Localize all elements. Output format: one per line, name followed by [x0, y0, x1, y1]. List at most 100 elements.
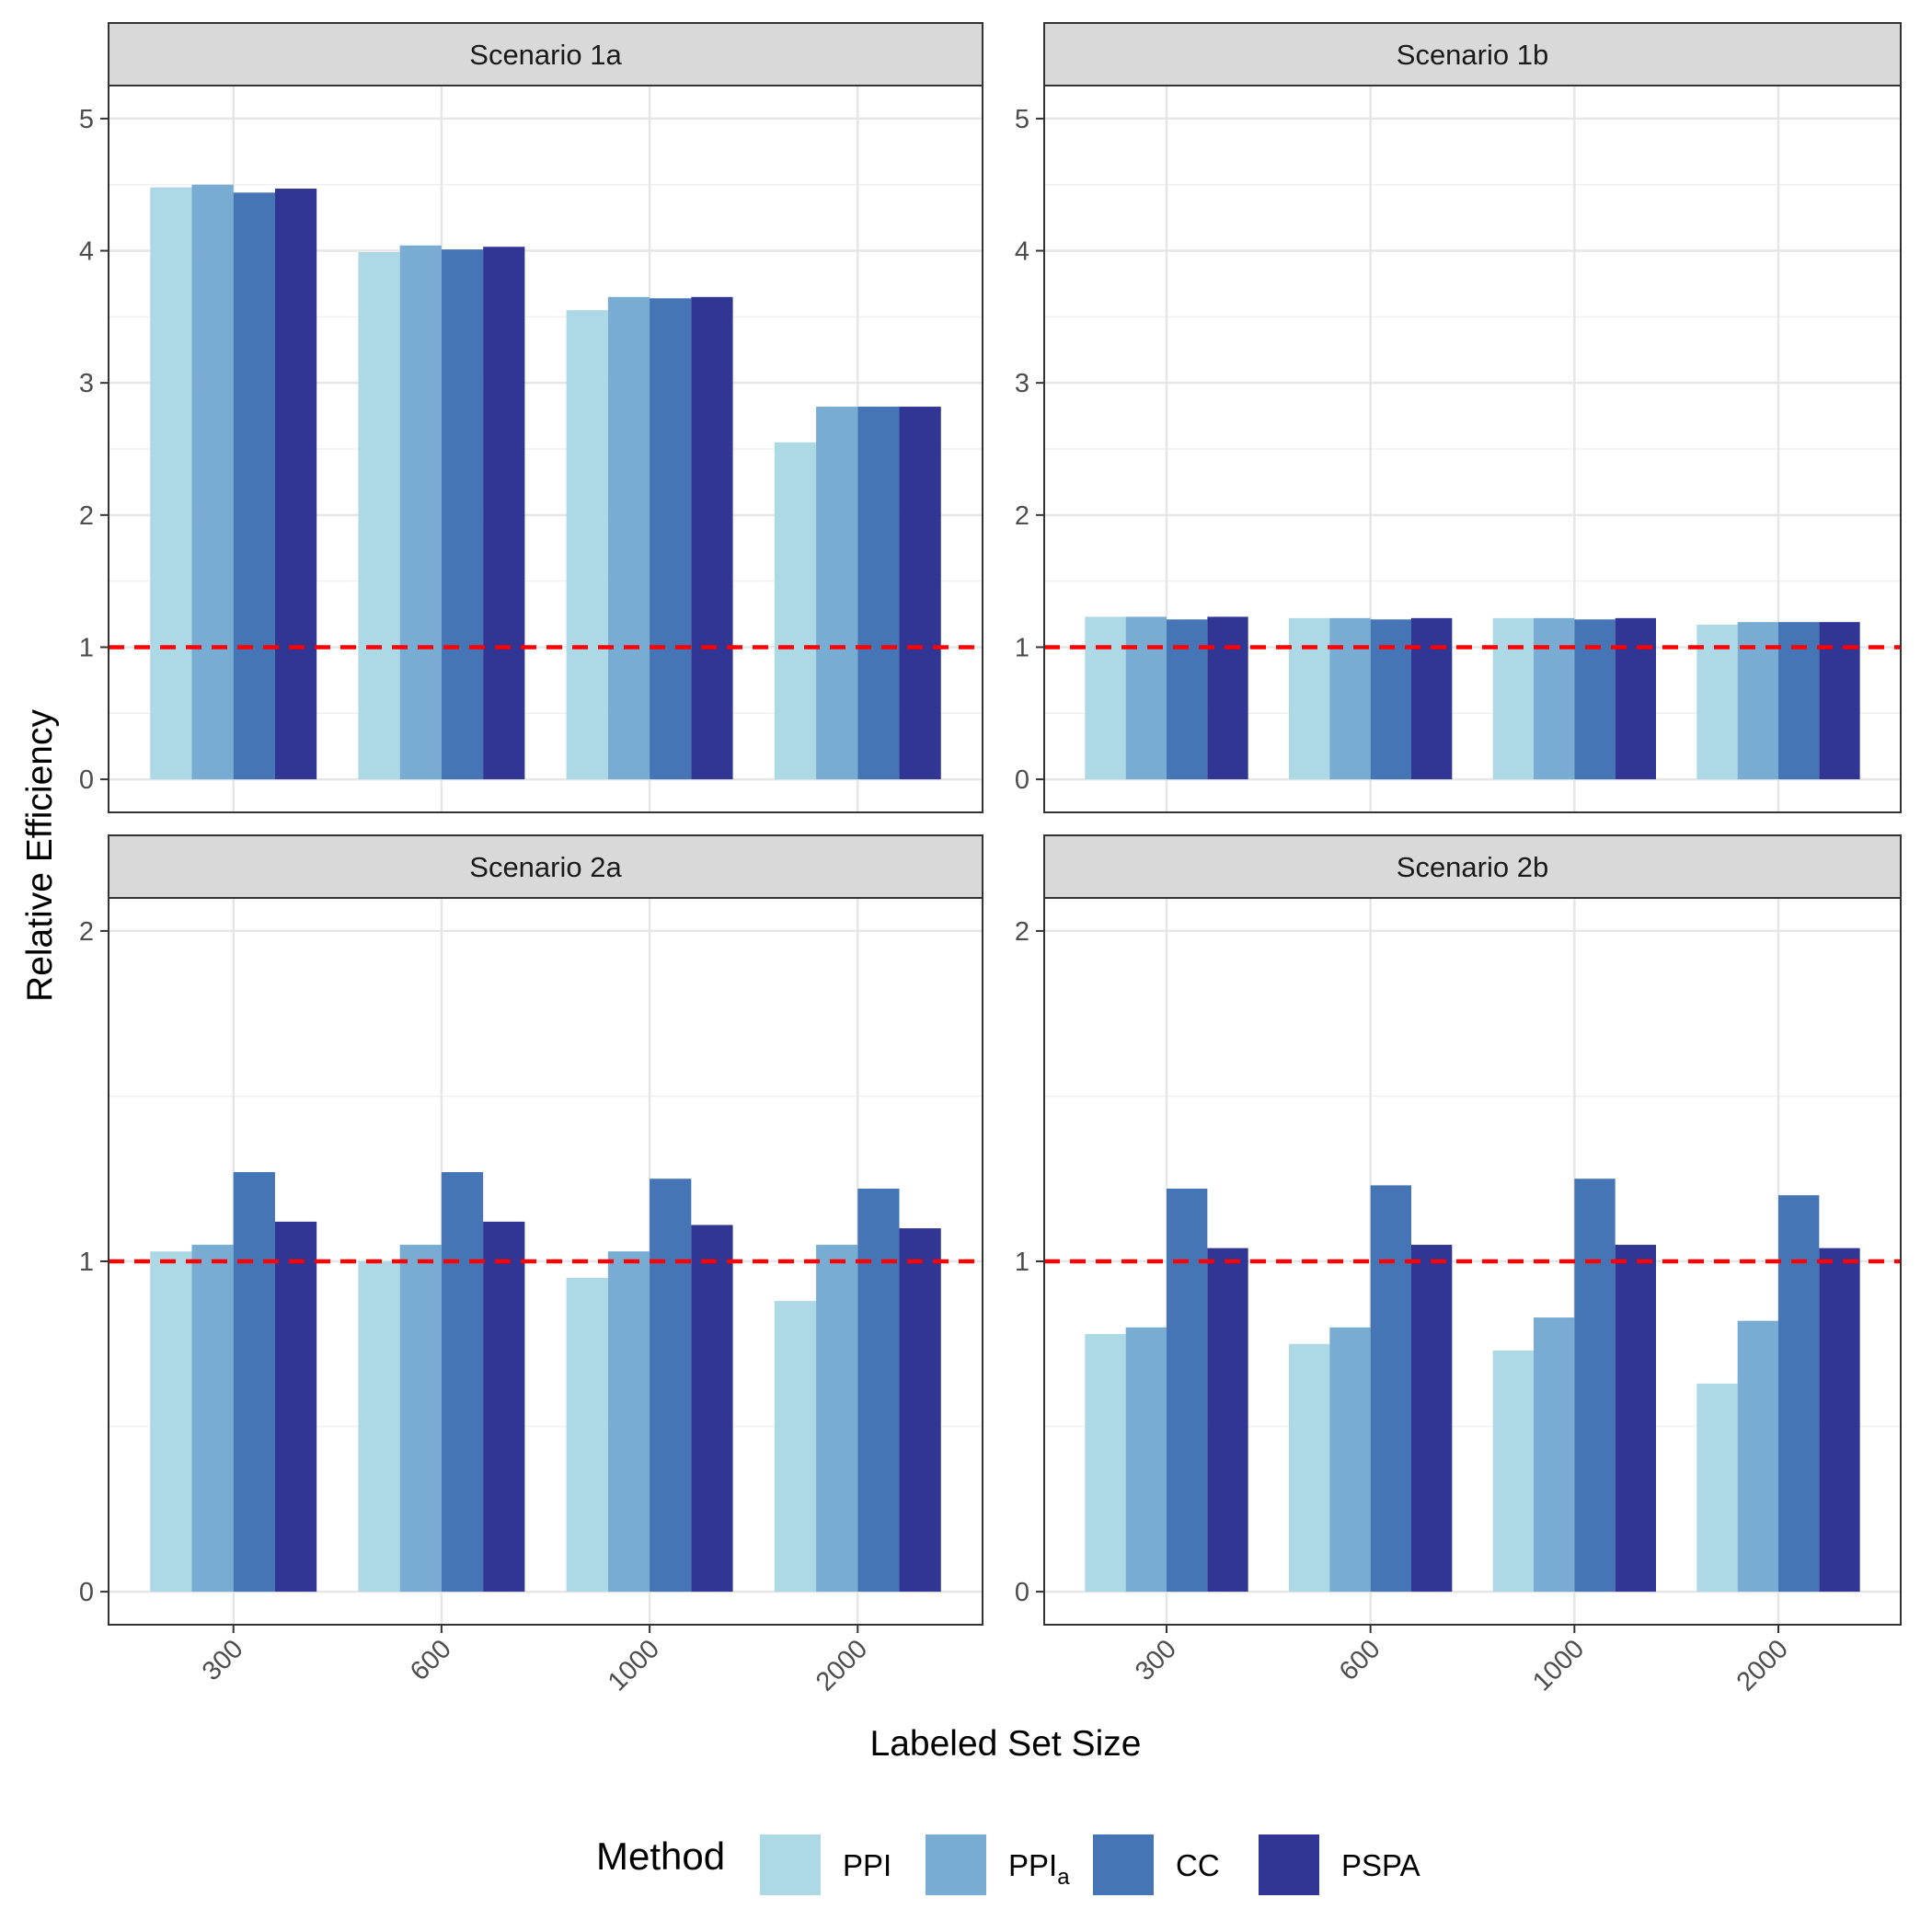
bar-CC-2000: [1778, 1195, 1820, 1593]
y-tick-label: 3: [1015, 369, 1029, 398]
bar-PSPA-300: [274, 189, 317, 780]
legend-label-subscript: a: [1057, 1865, 1070, 1890]
bar-PPIa-2000: [816, 407, 858, 780]
bar-PPI-600: [358, 251, 400, 780]
y-tick-label: 1: [1015, 633, 1029, 662]
panel-border: [1043, 85, 1902, 813]
bar-PSPA-600: [483, 1221, 525, 1593]
bar-PPI-1000: [566, 1277, 608, 1593]
y-tick-label: 2: [1015, 501, 1029, 531]
legend-label: CC: [1176, 1848, 1220, 1882]
legend-title: Method: [596, 1834, 725, 1878]
bar-PPIa-600: [399, 1245, 442, 1593]
y-tick-label: 1: [1015, 1248, 1029, 1277]
legend-entry-0: PPI: [760, 1834, 891, 1895]
bar-PPI-2000: [1696, 625, 1738, 780]
bar-CC-2000: [857, 407, 900, 780]
y-tick-label: 5: [79, 105, 94, 134]
bar-PPI-1000: [1492, 617, 1534, 780]
bar-PSPA-1000: [691, 296, 733, 780]
bar-PPIa-1000: [607, 296, 650, 780]
x-tick-label: 600: [1334, 1634, 1386, 1686]
bar-PPI-300: [150, 187, 192, 780]
bar-CC-1000: [1574, 1179, 1616, 1593]
legend-entry-3: PSPA: [1259, 1834, 1420, 1895]
bar-PSPA-600: [1411, 1245, 1453, 1593]
x-tick-label: 1000: [1527, 1634, 1590, 1696]
bar-PPIa-300: [191, 1245, 234, 1593]
bar-PPIa-2000: [816, 1245, 858, 1593]
y-tick-label: 2: [1015, 917, 1029, 947]
bar-PPIa-600: [1329, 1327, 1371, 1593]
bar-PSPA-1000: [1615, 1245, 1656, 1593]
bar-PPIa-1000: [1534, 617, 1575, 780]
bar-PSPA-600: [483, 247, 525, 780]
legend-label: PSPA: [1341, 1848, 1420, 1882]
bar-PPIa-1000: [607, 1251, 650, 1593]
bar-PPI-600: [1289, 1343, 1330, 1593]
panel-strip: [1043, 22, 1902, 86]
x-axis-title: Labeled Set Size: [870, 1724, 1142, 1764]
bar-PSPA-600: [1411, 617, 1453, 780]
bar-PPIa-1000: [1534, 1317, 1575, 1593]
bar-PPI-300: [1085, 1334, 1126, 1593]
panel-3: Scenario 2b 0 1 2 300 600 1000 2000: [1015, 834, 1902, 1697]
bar-PSPA-2000: [899, 1228, 941, 1593]
bar-PSPA-300: [1207, 1248, 1248, 1593]
bar-PPI-600: [358, 1261, 400, 1593]
bar-PPIa-600: [399, 245, 442, 780]
bar-PSPA-300: [274, 1221, 317, 1593]
y-tick-label: 0: [79, 1578, 94, 1607]
bar-CC-600: [1370, 1185, 1411, 1593]
x-tick-label: 300: [197, 1634, 249, 1686]
legend: Method PPI PPIa CC PSPA: [596, 1834, 1420, 1895]
panel-1: Scenario 1b 0 1 2 3 4 5: [1015, 22, 1902, 813]
bar-PPIa-300: [1125, 616, 1167, 780]
bar-CC-300: [233, 1172, 275, 1593]
panel-strip-label: Scenario 2a: [469, 851, 622, 883]
bar-CC-1000: [650, 1179, 692, 1593]
bar-PPIa-300: [1125, 1327, 1167, 1593]
y-tick-label: 0: [1015, 765, 1029, 795]
panel-strip: [108, 22, 983, 86]
bar-PSPA-1000: [1615, 617, 1656, 780]
bar-PPIa-2000: [1737, 1320, 1778, 1593]
bar-PPI-1000: [1492, 1350, 1534, 1593]
legend-key: [1093, 1834, 1154, 1895]
bar-PPI-1000: [566, 310, 608, 780]
bar-PSPA-300: [1207, 616, 1248, 780]
bar-PSPA-2000: [899, 407, 941, 780]
panel-2: Scenario 2a 0 1 2 300 600 1000 2000: [79, 834, 983, 1697]
panel-strip-label: Scenario 2b: [1397, 851, 1548, 883]
x-tick-label: 2000: [811, 1634, 873, 1696]
y-tick-label: 4: [1015, 237, 1029, 267]
panel-border: [108, 85, 983, 813]
bar-CC-600: [441, 249, 484, 780]
bar-CC-300: [233, 192, 275, 780]
bar-CC-300: [1167, 1189, 1208, 1593]
legend-entries: PPI PPIa CC PSPA: [760, 1834, 1420, 1895]
bar-CC-1000: [650, 298, 692, 780]
y-tick-label: 0: [1015, 1578, 1029, 1607]
legend-label: PPI: [843, 1848, 891, 1882]
bar-PSPA-2000: [1819, 1248, 1860, 1593]
bar-CC-600: [1370, 619, 1411, 780]
bar-CC-1000: [1574, 619, 1616, 780]
bar-CC-300: [1167, 619, 1208, 780]
y-tick-label: 2: [79, 917, 94, 947]
y-tick-label: 0: [79, 765, 94, 795]
legend-entry-1: PPIa: [926, 1834, 1070, 1895]
y-tick-label: 2: [79, 501, 94, 531]
bar-PPI-300: [1085, 616, 1126, 780]
legend-entry-2: CC: [1093, 1834, 1220, 1895]
bar-PSPA-1000: [691, 1225, 733, 1593]
x-tick-label: 1000: [603, 1634, 665, 1696]
x-tick-label: 600: [405, 1634, 457, 1686]
bar-PPI-300: [150, 1251, 192, 1593]
legend-label: PPIa: [1008, 1848, 1070, 1890]
legend-key: [926, 1834, 986, 1895]
panel-strip-label: Scenario 1b: [1397, 39, 1548, 71]
y-tick-label: 1: [79, 1248, 94, 1277]
